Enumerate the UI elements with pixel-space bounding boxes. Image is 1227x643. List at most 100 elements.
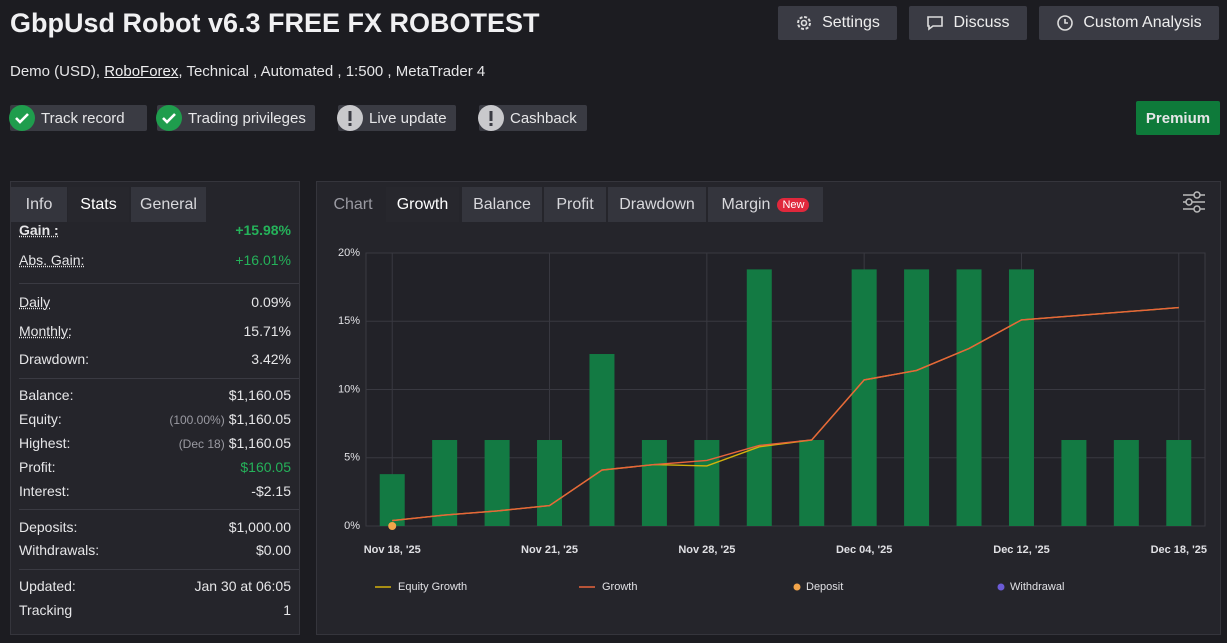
tab[interactable]: Growth (386, 187, 459, 222)
stat-value-wrap: (100.00%) $1,160.05 (169, 411, 291, 427)
y-tick-label: 20% (338, 247, 360, 259)
stat-value: +15.98% (235, 222, 291, 238)
stat-note: (Dec 18) (178, 437, 225, 451)
bar (746, 269, 772, 526)
bar (1113, 440, 1139, 526)
chart: 0% 5% 10% 15% 20% Nov 18, '25 Nov 21, '25 Nov 2… (338, 247, 1207, 593)
discuss-button[interactable]: Discuss (909, 6, 1027, 40)
bar (537, 440, 563, 526)
stat-label: Interest: (19, 483, 70, 499)
bar (484, 440, 510, 526)
tab-label: Drawdown (619, 195, 695, 213)
x-tick-label: Dec 04, '25 (836, 544, 892, 556)
stat-row: Deposits: $1,000.00 (19, 516, 291, 538)
tab[interactable]: Balance (462, 187, 542, 222)
stat-label: Gain : (19, 222, 59, 238)
stat-value-wrap: 1 (283, 602, 291, 618)
tab[interactable]: Stats (68, 187, 129, 222)
tab: Chart (322, 187, 384, 222)
stat-value-wrap: +15.98% (235, 222, 291, 238)
bar (432, 440, 458, 526)
button-label: Custom Analysis (1083, 14, 1202, 31)
stat-value: 0.09% (251, 294, 291, 310)
stat-value: 15.71% (243, 323, 291, 339)
legend-swatch (793, 583, 801, 591)
legend-label: Growth (602, 581, 637, 593)
y-tick-label: 0% (344, 520, 360, 532)
tab[interactable]: Info (11, 187, 67, 222)
account: Demo (USD), (10, 63, 101, 80)
icon-bar (489, 111, 493, 121)
bar (589, 354, 615, 526)
alert-icon (337, 105, 363, 131)
legend-label: Withdrawal (1010, 581, 1064, 593)
legend-label: Deposit (806, 581, 843, 593)
stat-row: Daily 0.09% (19, 291, 291, 313)
bar (1061, 440, 1087, 526)
stat-row: Updated: Jan 30 at 06:05 (19, 575, 291, 597)
tab[interactable]: General (131, 187, 206, 222)
stat-label: Deposits: (19, 519, 78, 535)
clock-icon (1057, 15, 1074, 31)
custom-analysis-button[interactable]: Custom Analysis (1039, 6, 1219, 40)
button-label: Discuss (953, 14, 1010, 31)
stat-label: Equity: (19, 411, 62, 427)
badge-label: Live update (369, 109, 447, 127)
icon-check (162, 113, 176, 124)
tab-label: Growth (396, 195, 449, 213)
x-tick-label: Dec 18, '25 (1151, 544, 1207, 556)
y-tick-label: 5% (344, 452, 360, 464)
bar (799, 440, 825, 526)
stat-label: Highest: (19, 435, 71, 451)
stat-value-wrap: +16.01% (235, 252, 291, 268)
y-tick-label: 15% (338, 315, 360, 327)
stat-row: Balance: $1,160.05 (19, 384, 291, 406)
stat-value: Jan 30 at 06:05 (194, 578, 291, 594)
badge: Track record (9, 105, 147, 131)
tab[interactable]: Profit (544, 187, 606, 222)
subtitle: Demo (USD), RoboForex, Technical , Autom… (10, 63, 485, 80)
new-badge: New (777, 197, 810, 212)
badge: Live update (337, 105, 456, 131)
broker-link[interactable]: RoboForex (104, 63, 179, 80)
filter-icon[interactable] (1181, 190, 1207, 214)
line (392, 306, 1179, 522)
stat-value-wrap: 0.09% (251, 294, 291, 310)
stat-label: Drawdown: (19, 351, 90, 367)
stat-label: Tracking (19, 602, 73, 618)
stat-value-wrap: Jan 30 at 06:05 (194, 578, 291, 594)
stat-value: $1,160.05 (228, 411, 291, 427)
bar (1008, 269, 1034, 526)
bar (956, 269, 982, 526)
details: , Technical , Automated , 1:500 , MetaTr… (178, 63, 486, 80)
badge: Cashback (478, 105, 587, 131)
bar (1166, 440, 1192, 526)
stat-row: Monthly: 15.71% (19, 320, 291, 342)
stat-value: $1,160.05 (228, 387, 291, 403)
stat-value: 1 (283, 602, 291, 618)
bar (694, 440, 720, 526)
stat-row: Interest: -$2.15 (19, 480, 291, 502)
title: GbpUsd Robot v6.3 FREE FX ROBOTEST (10, 8, 540, 38)
icon-dot (348, 123, 352, 126)
separator (19, 283, 299, 284)
stat-value: +16.01% (235, 252, 291, 268)
bar (641, 440, 667, 526)
x-tick-label: Nov 28, '25 (678, 544, 735, 556)
badge-label: Trading privileges (188, 109, 306, 127)
tab[interactable]: Drawdown (608, 187, 706, 222)
settings-button[interactable]: Settings (778, 6, 897, 40)
stat-row: Profit: $160.05 (19, 456, 291, 478)
icon-dot (489, 123, 493, 126)
premium-button[interactable]: Premium (1136, 101, 1220, 135)
badge-label: Cashback (510, 109, 577, 127)
x-tick-label: Dec 12, '25 (993, 544, 1049, 556)
stat-row: Gain : +15.98% (19, 219, 291, 241)
legend-label: Equity Growth (398, 581, 467, 593)
icon-bar (348, 111, 352, 121)
stat-row: Equity: (100.00%) $1,160.05 (19, 408, 291, 430)
chat-icon (927, 16, 944, 31)
stat-value-wrap: 15.71% (244, 323, 291, 339)
tab[interactable]: Margin New (708, 187, 823, 222)
